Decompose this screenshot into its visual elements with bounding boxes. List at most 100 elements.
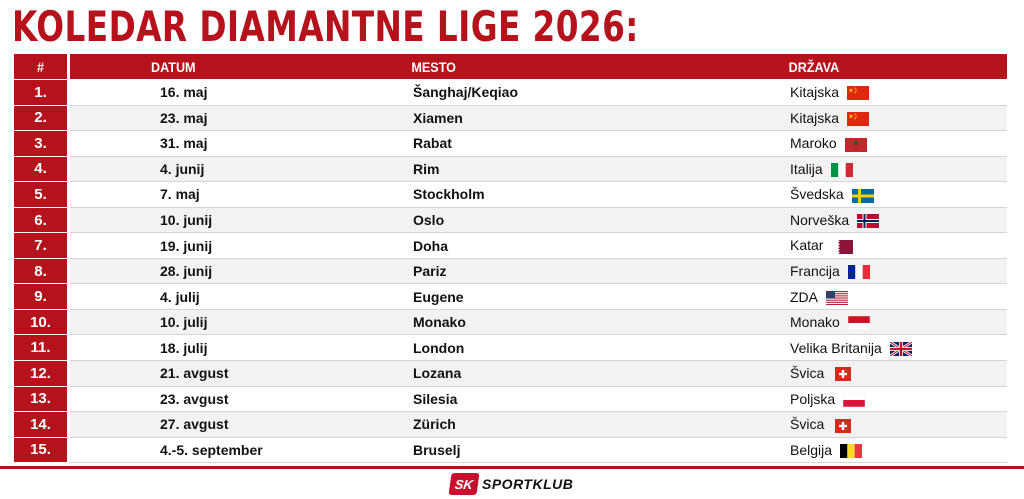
row-place: Šanghaj/Keqiao <box>397 80 776 106</box>
row-number: 12. <box>14 361 70 387</box>
row-country: Švica <box>776 412 1007 438</box>
switzerland-flag-icon <box>832 418 854 433</box>
row-place: Stockholm <box>397 182 776 208</box>
table-row: 15. 4.-5. september Bruselj Belgija <box>14 437 1007 464</box>
row-place: Oslo <box>397 207 776 234</box>
page-title: KOLEDAR DIAMANTNE LIGE 2026: <box>12 2 639 51</box>
country-name: Švedska <box>790 186 844 203</box>
row-date: 4. julij <box>70 284 397 310</box>
row-place: Rabat <box>397 131 776 157</box>
row-place: Silesia <box>397 386 776 413</box>
italy-flag-icon <box>830 163 853 178</box>
country-name: Kitajska <box>790 109 840 126</box>
row-country: Francija <box>776 258 1007 285</box>
row-number: 2. <box>14 105 70 132</box>
row-date: 19. junij <box>70 233 397 259</box>
row-date: 23. avgust <box>70 386 397 413</box>
country-name: Francija <box>790 262 840 279</box>
poland-flag-icon <box>843 392 866 407</box>
country-name: Švica <box>790 416 825 433</box>
calendar-table: # DATUM MESTO DRŽAVA 1. 16. maj Šanghaj/Ke… <box>14 54 1007 464</box>
column-header-number: # <box>14 54 70 80</box>
row-place: Lozana <box>397 361 776 387</box>
row-number: 14. <box>14 412 70 438</box>
row-date: 18. julij <box>70 335 397 362</box>
row-date: 4. junij <box>70 156 397 183</box>
row-number: 10. <box>14 309 70 336</box>
row-country: Kitajska <box>776 105 1007 132</box>
row-date: 23. maj <box>70 105 397 132</box>
row-country: Norveška <box>776 207 1007 234</box>
row-place: Rim <box>397 156 776 183</box>
row-date: 16. maj <box>70 80 397 106</box>
row-country: Švedska <box>776 182 1007 208</box>
row-number: 13. <box>14 386 70 413</box>
row-date: 31. maj <box>70 131 397 157</box>
column-header-country: DRŽAVA <box>776 54 1007 80</box>
row-country: Monako <box>776 309 1007 336</box>
row-number: 9. <box>14 284 70 310</box>
country-name: Švica <box>790 365 825 382</box>
sweden-flag-icon <box>851 188 874 203</box>
row-place: Monako <box>397 309 776 336</box>
row-number: 6. <box>14 207 70 234</box>
footer-divider <box>0 466 1024 469</box>
belgium-flag-icon <box>840 444 863 459</box>
table-row: 1. 16. maj Šanghaj/Keqiao Kitajska <box>14 80 1007 106</box>
morocco-flag-icon <box>844 137 867 152</box>
row-country: Poljska <box>776 386 1007 413</box>
table-body: 1. 16. maj Šanghaj/Keqiao Kitajska 2. 23. maj… <box>14 80 1007 464</box>
row-place: Pariz <box>397 258 776 285</box>
row-place: Xiamen <box>397 105 776 132</box>
row-country: Katar <box>776 233 1007 259</box>
row-country: Maroko <box>776 131 1007 157</box>
row-number: 4. <box>14 156 70 183</box>
row-country: ZDA <box>776 284 1007 310</box>
country-name: Velika Britanija <box>790 339 882 356</box>
table-row: 6. 10. junij Oslo Norveška <box>14 207 1007 234</box>
row-number: 1. <box>14 80 70 106</box>
row-country: Italija <box>776 156 1007 183</box>
country-name: Italija <box>790 160 823 177</box>
country-name: Norveška <box>790 211 850 228</box>
row-place: Zürich <box>397 412 776 438</box>
country-name: Poljska <box>790 390 836 407</box>
calendar-table-container: # DATUM MESTO DRŽAVA 1. 16. maj Šanghaj/Ke… <box>14 54 1007 464</box>
country-name: Katar <box>790 237 824 254</box>
qatar-flag-icon <box>831 239 854 254</box>
usa-flag-icon <box>826 290 848 305</box>
row-date: 7. maj <box>70 182 397 208</box>
country-name: ZDA <box>790 288 818 305</box>
china-flag-icon <box>847 86 870 101</box>
logo-badge: SK <box>448 473 480 495</box>
row-place: Bruselj <box>397 437 776 464</box>
switzerland-flag-icon <box>832 367 854 382</box>
table-row: 2. 23. maj Xiamen Kitajska <box>14 105 1007 132</box>
row-country: Belgija <box>776 437 1007 464</box>
row-date: 10. junij <box>70 207 397 234</box>
column-header-place: MESTO <box>397 54 776 80</box>
sportklub-logo: SK SPORTKLUB <box>448 472 574 496</box>
table-row: 9. 4. julij Eugene ZDA <box>14 284 1007 310</box>
norway-flag-icon <box>857 214 880 229</box>
row-date: 28. junij <box>70 258 397 285</box>
table-row: 14. 27. avgust Zürich Švica <box>14 412 1007 438</box>
table-row: 11. 18. julij London Velika Britanija <box>14 335 1007 362</box>
table-row: 12. 21. avgust Lozana Švica <box>14 361 1007 387</box>
row-country: Švica <box>776 361 1007 387</box>
row-place: Doha <box>397 233 776 259</box>
table-header: # DATUM MESTO DRŽAVA <box>14 54 1007 80</box>
table-row: 13. 23. avgust Silesia Poljska <box>14 386 1007 413</box>
row-number: 3. <box>14 131 70 157</box>
row-number: 11. <box>14 335 70 362</box>
row-date: 10. julij <box>70 309 397 336</box>
country-name: Monako <box>790 314 840 331</box>
table-row: 8. 28. junij Pariz Francija <box>14 258 1007 285</box>
row-number: 15. <box>14 437 70 464</box>
row-number: 7. <box>14 233 70 259</box>
row-country: Velika Britanija <box>776 335 1007 362</box>
logo-text: SPORTKLUB <box>482 476 574 492</box>
row-place: Eugene <box>397 284 776 310</box>
france-flag-icon <box>847 265 870 280</box>
row-number: 8. <box>14 258 70 285</box>
